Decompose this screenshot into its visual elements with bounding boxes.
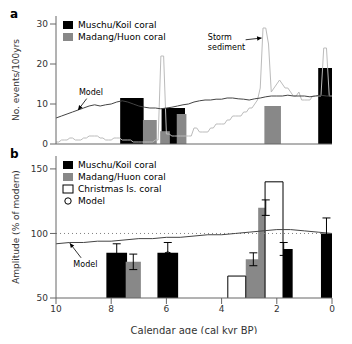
svg-text:6: 6 — [164, 304, 170, 314]
svg-text:50: 50 — [37, 293, 49, 303]
svg-text:Calendar age (cal kyr BP): Calendar age (cal kyr BP) — [131, 325, 258, 334]
svg-text:Model: Model — [73, 260, 97, 269]
svg-text:10: 10 — [37, 99, 49, 109]
html-text:Christmas Is. coral: Christmas Is. coral — [78, 184, 162, 194]
svg-text:8: 8 — [108, 304, 114, 314]
html-text:Muschu/Koil coral: Muschu/Koil coral — [78, 160, 157, 170]
svg-text:Model: Model — [79, 88, 103, 97]
svg-text:No. events/100yrs: No. events/100yrs — [11, 39, 21, 121]
svg-text:Amplitude (% of modern): Amplitude (% of modern) — [11, 170, 21, 284]
html-text:b: b — [10, 147, 19, 161]
html-text:Model: Model — [78, 196, 105, 206]
svg-text:4: 4 — [219, 304, 225, 314]
html-text:a: a — [10, 7, 19, 21]
html-text:Madang/Huon coral: Madang/Huon coral — [78, 172, 166, 182]
svg-text:0: 0 — [329, 304, 335, 314]
svg-text:30: 30 — [37, 19, 49, 29]
svg-text:2: 2 — [274, 304, 280, 314]
html-text:Madang/Huon coral: Madang/Huon coral — [78, 32, 166, 42]
svg-text:20: 20 — [37, 59, 49, 69]
svg-text:0: 0 — [42, 139, 48, 148]
svg-text:Stormsediment: Stormsediment — [208, 33, 245, 51]
html-text:Muschu/Koil coral: Muschu/Koil coral — [78, 20, 157, 30]
svg-text:100: 100 — [31, 229, 48, 239]
svg-text:150: 150 — [31, 164, 48, 174]
svg-text:10: 10 — [50, 304, 62, 314]
